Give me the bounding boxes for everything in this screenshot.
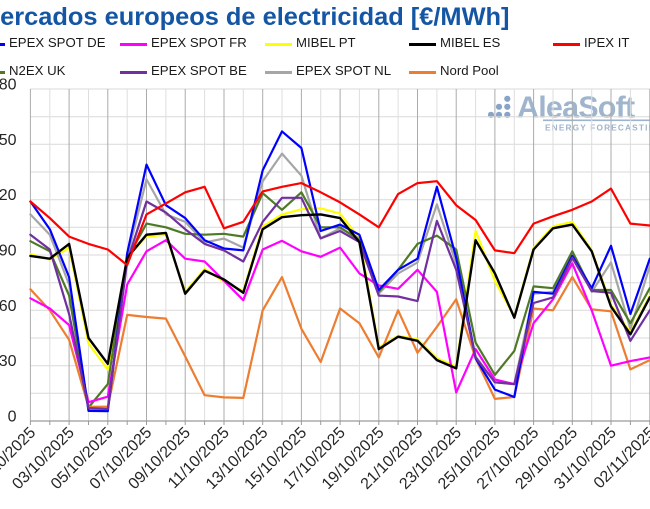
svg-text:60: 60	[0, 298, 17, 315]
svg-text:90: 90	[0, 243, 17, 260]
svg-text:150: 150	[0, 132, 17, 149]
svg-text:30: 30	[0, 353, 17, 370]
svg-text:ENERGY FORECASTING: ENERGY FORECASTING	[545, 123, 650, 133]
svg-text:AleaSoft: AleaSoft	[517, 91, 635, 125]
svg-text:180: 180	[0, 77, 17, 94]
svg-text:0: 0	[8, 409, 17, 426]
svg-text:120: 120	[0, 187, 17, 204]
